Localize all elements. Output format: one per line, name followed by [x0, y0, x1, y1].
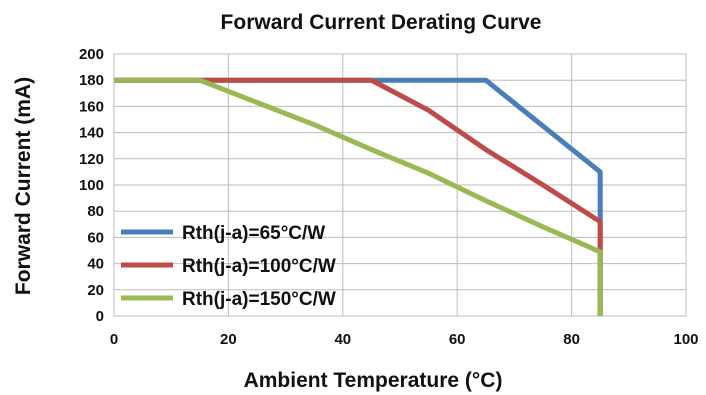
- x-tick-label: 0: [110, 331, 118, 348]
- x-axis-label: Ambient Temperature (°C): [244, 369, 503, 392]
- series-line-2: [114, 77, 603, 316]
- y-tick-label: 0: [96, 308, 104, 325]
- chart-title: Forward Current Derating Curve: [221, 11, 542, 34]
- y-tick-label: 80: [87, 203, 104, 220]
- y-tick-label: 140: [79, 125, 104, 142]
- y-tick-label: 40: [87, 256, 104, 273]
- x-tick-label: 20: [220, 331, 237, 348]
- legend-label-2: Rth(j-a)=100°C/W: [182, 256, 336, 277]
- series-line-3: [114, 77, 603, 316]
- series-lines: [114, 77, 603, 316]
- y-tick-label: 60: [87, 229, 104, 246]
- y-tick-label: 180: [79, 72, 104, 89]
- x-tick-label: 100: [673, 331, 698, 348]
- x-tick-label: 60: [449, 331, 466, 348]
- y-tick-label: 20: [87, 282, 104, 299]
- legend-label-3: Rth(j-a)=150°C/W: [182, 289, 336, 310]
- y-tick-label: 100: [79, 177, 104, 194]
- legend: Rth(j-a)=65°C/W Rth(j-a)=100°C/W Rth(j-a)=…: [121, 223, 336, 310]
- y-tick-label: 160: [79, 98, 104, 115]
- x-tick-label: 40: [334, 331, 351, 348]
- y-tick-label: 200: [79, 46, 104, 63]
- y-axis-label: Forward Current (mA): [12, 77, 35, 295]
- y-tick-label: 120: [79, 151, 104, 168]
- legend-label-1: Rth(j-a)=65°C/W: [182, 223, 325, 244]
- x-tick-label: 80: [563, 331, 580, 348]
- tick-labels: 0 20 40 60 80 100 120 140 160 180 200 0 20 40 60 80 100: [79, 46, 699, 348]
